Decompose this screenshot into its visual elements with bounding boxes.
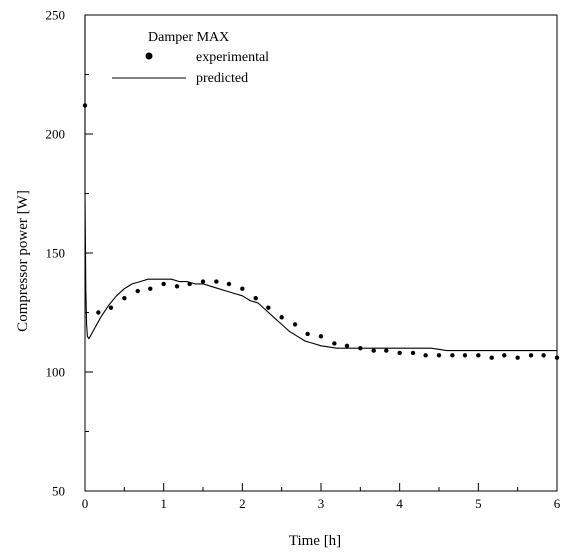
data-point-experimental	[174, 284, 180, 289]
data-point-experimental	[476, 353, 481, 358]
x-tick-label: 5	[475, 496, 482, 511]
y-tick-label: 150	[46, 246, 66, 261]
data-point-experimental	[371, 348, 376, 353]
data-point-experimental	[122, 296, 127, 301]
plot-frame	[84, 14, 558, 492]
data-point-experimental	[148, 286, 153, 291]
data-point-experimental	[554, 355, 560, 360]
data-point-experimental	[332, 341, 337, 346]
data-point-experimental	[489, 355, 494, 360]
data-point-experimental	[200, 279, 206, 284]
y-tick-label: 50	[52, 484, 65, 499]
legend-experimental-marker	[145, 52, 153, 60]
y-tick-label: 200	[46, 127, 66, 142]
data-point-experimental	[161, 281, 166, 287]
data-point-experimental	[135, 288, 140, 294]
data-point-experimental	[384, 348, 389, 353]
data-point-experimental	[423, 353, 428, 358]
data-point-experimental	[279, 315, 284, 320]
x-tick-label: 3	[318, 496, 325, 511]
axes-layer	[84, 14, 558, 492]
data-point-experimental	[436, 353, 442, 358]
data-point-experimental	[240, 286, 245, 291]
data-point-experimental	[214, 279, 219, 284]
x-axis-label: Time [h]	[289, 533, 341, 549]
series-layer	[82, 15, 560, 360]
legend-predicted-label: predicted	[196, 71, 248, 86]
data-point-experimental	[462, 353, 468, 358]
y-tick-label: 250	[46, 8, 66, 23]
data-point-experimental	[266, 305, 271, 310]
data-point-experimental	[502, 353, 507, 358]
data-point-experimental	[292, 322, 298, 327]
data-point-experimental	[96, 310, 101, 315]
legend: Damper MAX experimental predicted	[112, 30, 269, 86]
data-point-experimental	[515, 355, 520, 360]
data-point-experimental	[344, 343, 350, 349]
ticks-layer: 0 1 2 3 4 5 6 50 100 150 200 250	[46, 8, 561, 512]
y-tick-label: 100	[46, 365, 66, 380]
data-point-experimental	[226, 281, 232, 287]
data-point-experimental	[397, 350, 402, 356]
data-point-experimental	[253, 296, 258, 301]
x-tick-label: 0	[82, 496, 89, 511]
x-tick-label: 4	[396, 496, 403, 511]
series-line-predicted	[84, 15, 557, 352]
y-axis-label: Compressor power [W]	[15, 190, 31, 332]
data-point-experimental	[305, 331, 310, 337]
x-tick-label: 2	[239, 496, 246, 511]
data-point-experimental	[541, 353, 546, 358]
legend-experimental-label: experimental	[196, 50, 269, 65]
legend-title: Damper MAX	[148, 30, 229, 45]
x-tick-label: 6	[554, 496, 561, 511]
x-tick-label: 1	[160, 496, 167, 511]
data-point-experimental	[410, 350, 416, 356]
data-point-experimental	[528, 353, 534, 358]
data-point-experimental	[318, 334, 324, 339]
data-point-experimental	[450, 353, 455, 358]
data-point-experimental	[108, 305, 114, 310]
